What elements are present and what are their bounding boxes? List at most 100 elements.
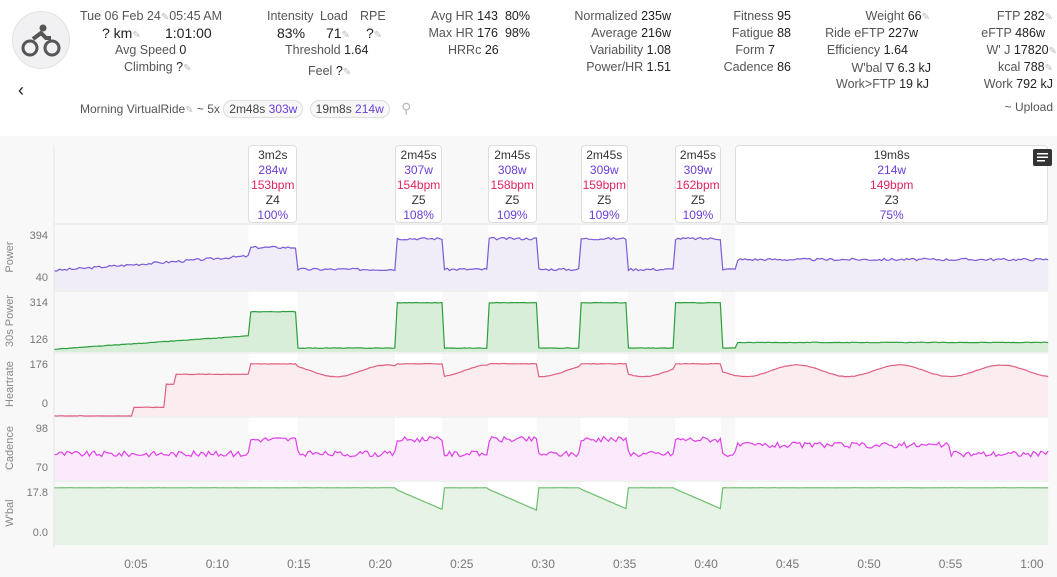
trace-line xyxy=(54,236,1049,272)
avg-speed: Avg Speed 0 xyxy=(115,43,187,57)
chart-label: 30s Power xyxy=(4,295,16,347)
interval-box[interactable]: 2m45s 309w 162bpm Z5 109% xyxy=(675,145,721,223)
interval-box[interactable]: 19m8s 214w 149bpm Z3 75% xyxy=(735,145,1048,223)
interval-zone: Z5 xyxy=(597,193,612,207)
interval-hr: 149bpm xyxy=(870,178,914,192)
edit-icon[interactable]: ✎ xyxy=(373,30,383,41)
power-hr: Power/HR 1.51 xyxy=(586,60,671,74)
edit-icon[interactable]: ✎ xyxy=(185,105,194,116)
x-tick: 0:40 xyxy=(694,557,718,571)
x-tick: 0:25 xyxy=(450,557,474,571)
interval-box[interactable]: 2m45s 308w 158bpm Z5 109% xyxy=(487,145,537,223)
y-tick-max: 394 xyxy=(29,230,48,242)
ftp[interactable]: FTP 282✎ xyxy=(996,9,1053,23)
y-tick-max: 176 xyxy=(29,359,48,371)
threshold: Threshold 1.64 xyxy=(285,43,369,57)
search-icon[interactable]: ⚲ xyxy=(401,100,412,116)
max-hr: Max HR 176 98% xyxy=(428,26,530,40)
trace-line xyxy=(54,435,1049,458)
trace-line xyxy=(54,301,1049,350)
interval-pct: 75% xyxy=(879,208,904,222)
activity-type-avatar xyxy=(12,11,70,69)
edit-icon[interactable]: ✎ xyxy=(342,67,352,78)
fatigue: Fatigue 88 xyxy=(731,26,791,40)
interval-box[interactable]: 3m2s 284w 153bpm Z4 100% xyxy=(248,145,298,223)
interval-pct: 108% xyxy=(403,208,434,222)
intensity-value: 83% xyxy=(277,25,306,41)
weight[interactable]: Weight 66✎ xyxy=(865,9,930,23)
y-tick-max: 17.8 xyxy=(26,487,48,499)
interval-summary: ~ 5x xyxy=(196,102,220,116)
comment-icon[interactable] xyxy=(1033,149,1052,166)
back-button[interactable]: ‹ xyxy=(18,80,24,100)
climbing[interactable]: Climbing ?✎ xyxy=(124,60,192,74)
interval-zone: Z5 xyxy=(505,193,520,207)
y-tick-max: 314 xyxy=(29,297,48,309)
trace-fill xyxy=(54,487,1049,545)
x-tick: 0:35 xyxy=(612,557,637,571)
intensity-label: Intensity xyxy=(267,9,314,23)
bike-icon xyxy=(21,24,61,57)
rpe-value[interactable]: ?✎ xyxy=(366,25,383,41)
interval-duration: 3m2s xyxy=(258,148,288,162)
form: Form 7 xyxy=(735,43,775,57)
edit-icon[interactable]: ✎ xyxy=(183,63,192,74)
trace-fill xyxy=(54,237,1049,290)
interval-duration: 2m45s xyxy=(400,148,437,162)
interval-duration: 2m45s xyxy=(586,148,623,162)
interval-hr: 162bpm xyxy=(676,178,720,192)
efficiency: Efficiency 1.64 xyxy=(826,43,908,57)
interval-hr: 154bpm xyxy=(396,178,441,192)
interval-power: 214w xyxy=(877,163,907,177)
interval-chip[interactable]: 2m48s 303w xyxy=(223,100,304,118)
trace-fill xyxy=(54,436,1049,480)
rpe-label: RPE xyxy=(360,9,386,23)
interval-hr: 159bpm xyxy=(582,178,626,192)
work-above-ftp: Work>FTP 19 kJ xyxy=(836,77,929,91)
work: Work 792 kJ xyxy=(983,77,1053,91)
interval-power: 309w xyxy=(683,163,713,177)
upload-link[interactable]: ~ Upload xyxy=(1004,100,1053,114)
interval-box[interactable]: 2m45s 307w 154bpm Z5 108% xyxy=(394,145,443,223)
interval-box[interactable]: 2m45s 309w 159bpm Z5 109% xyxy=(580,145,628,223)
y-tick-min: 0 xyxy=(41,398,48,410)
avg-hr: Avg HR 143 80% xyxy=(430,9,530,23)
edit-icon[interactable]: ✎ xyxy=(1048,46,1057,57)
interval-power: 284w xyxy=(258,163,288,177)
interval-duration: 19m8s xyxy=(873,148,910,162)
interval-zone: Z3 xyxy=(884,193,899,207)
interval-hr: 153bpm xyxy=(251,178,295,192)
load-value[interactable]: 71✎ xyxy=(326,25,350,41)
chart-label: Power xyxy=(4,240,16,273)
kcal[interactable]: kcal 788✎ xyxy=(998,60,1053,74)
chart-label: W'bal xyxy=(4,498,16,527)
y-tick-min: 70 xyxy=(35,462,48,474)
date: Tue 06 Feb 24 xyxy=(80,9,161,23)
distance[interactable]: ? km✎ xyxy=(102,25,141,41)
y-tick-min: 126 xyxy=(29,334,48,346)
date-time[interactable]: Tue 06 Feb 24✎05:45 AM xyxy=(80,9,222,23)
edit-icon[interactable]: ✎ xyxy=(1044,63,1053,74)
edit-icon[interactable]: ✎ xyxy=(921,12,930,23)
x-tick: 1:00 xyxy=(1020,557,1044,571)
x-tick: 0:55 xyxy=(938,557,963,571)
edit-icon[interactable]: ✎ xyxy=(1044,12,1053,23)
hrrc: HRRc 26 xyxy=(448,43,499,57)
activity-name[interactable]: Morning VirtualRide xyxy=(80,102,186,116)
edit-icon[interactable]: ✎ xyxy=(160,12,170,23)
x-tick: 0:15 xyxy=(287,557,311,571)
edit-icon[interactable]: ✎ xyxy=(132,30,141,41)
average: Average 216w xyxy=(591,26,671,40)
edit-icon[interactable]: ✎ xyxy=(341,30,350,41)
w-prime[interactable]: W' J 17820✎ xyxy=(986,43,1057,57)
x-tick: 0:45 xyxy=(775,557,800,571)
load-label: Load xyxy=(320,9,348,23)
fitness: Fitness 95 xyxy=(733,9,791,23)
x-tick: 0:05 xyxy=(124,557,148,571)
feel[interactable]: Feel ?✎ xyxy=(308,64,352,78)
activity-title-row: Morning VirtualRide✎ ~ 5x 2m48s 303w 19m… xyxy=(80,100,411,118)
interval-chip[interactable]: 19m8s 214w xyxy=(309,100,390,118)
interval-power: 309w xyxy=(589,163,619,177)
x-tick: 0:30 xyxy=(531,557,555,571)
